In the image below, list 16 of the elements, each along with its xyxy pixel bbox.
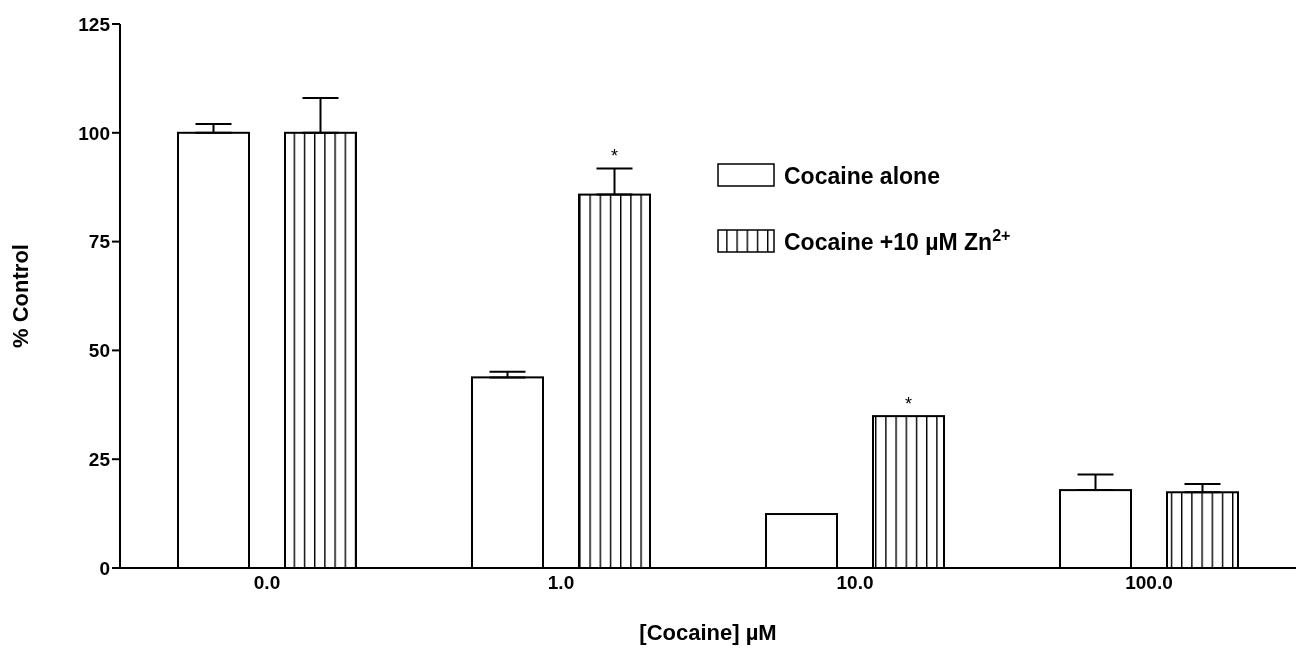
- y-tick-label: 125: [78, 13, 111, 35]
- x-axis-title: [Cocaine] µM: [639, 620, 777, 645]
- x-tick-label: 0.0: [253, 572, 281, 594]
- x-tick-label: 100.0: [1125, 572, 1173, 594]
- x-tick-label: 1.0: [547, 572, 575, 594]
- y-tick-label: 0: [99, 557, 110, 579]
- y-tick-label: 100: [78, 122, 110, 144]
- legend-label: Cocaine +10 µM Zn$^{2+}$: [784, 226, 1011, 255]
- y-axis-title: % Control: [7, 244, 33, 348]
- y-tick-label: 25: [88, 448, 111, 470]
- y-tick-label: 50: [88, 340, 110, 362]
- legend-label: Cocaine alone: [784, 163, 940, 189]
- data-label: *: [610, 146, 619, 167]
- x-tick-label: 10.0: [836, 572, 874, 594]
- data-label: *: [904, 394, 913, 415]
- y-tick-label: 75: [88, 231, 111, 253]
